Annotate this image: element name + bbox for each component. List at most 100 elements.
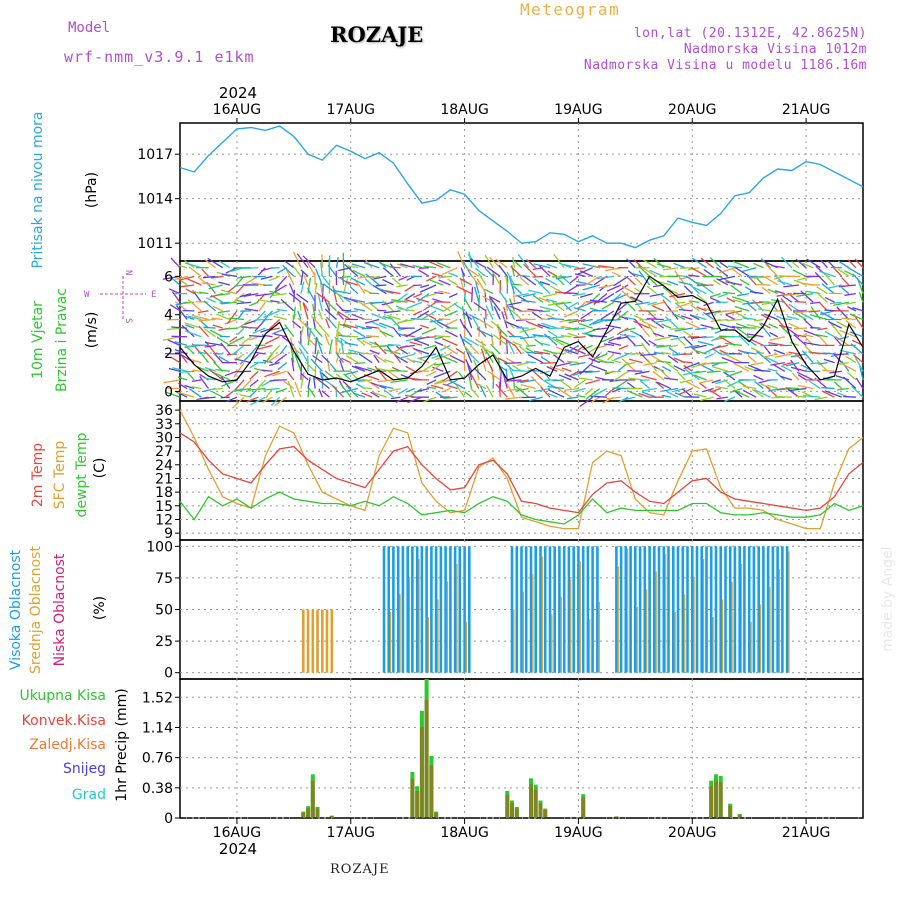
wind-arrow — [664, 316, 679, 329]
wind-arrow — [504, 361, 522, 365]
wind-arrow — [560, 325, 572, 329]
wind-arrow — [167, 327, 181, 331]
wind-arrow — [716, 278, 729, 286]
wind-arrow — [606, 396, 622, 400]
legend-conv-rain: Konvek.Kisa — [22, 713, 106, 729]
wind-arrow — [628, 377, 643, 381]
wind-arrow — [389, 263, 402, 277]
wind-arrow — [399, 353, 415, 359]
wind-arrow — [302, 302, 309, 312]
wind-arrow — [216, 313, 231, 321]
wind-arrow — [463, 297, 473, 312]
wind-arrow — [569, 362, 586, 366]
wind-arrow — [448, 272, 458, 277]
wind-arrow — [828, 321, 842, 329]
precip-conv-bar — [424, 699, 429, 818]
top-date-label: 18AUG — [440, 102, 489, 118]
wind-arrow — [302, 303, 309, 320]
wind-arrow — [404, 298, 415, 303]
wind-arrow — [498, 264, 508, 277]
wind-arrow — [596, 318, 615, 321]
altitude-label: Nadmorska Visina 1012m — [683, 42, 867, 57]
made-by-watermark: made by Angel — [880, 546, 896, 652]
wind-arrow — [252, 327, 266, 334]
precip-unit: 1hr Precip (mm) — [114, 688, 130, 801]
y-tick-label: 9 — [164, 526, 173, 542]
model-label: Model — [68, 20, 111, 36]
wind-arrow — [606, 284, 622, 292]
wind-arrow — [763, 275, 778, 286]
precip-conv-bar — [434, 812, 439, 818]
wind-arrow — [793, 334, 807, 346]
wind-arrow — [174, 341, 188, 347]
wind-arrow — [818, 362, 828, 365]
bottom-date-label: 20AUG — [668, 825, 717, 841]
cloud-bar — [406, 546, 409, 673]
wind-arrow — [731, 325, 743, 329]
wind-arrow — [703, 268, 714, 277]
wind-arrow — [851, 385, 864, 398]
wind-arrow — [283, 380, 295, 390]
wind-arrow — [445, 330, 458, 338]
wind-arrow — [696, 284, 714, 287]
wind-arrow — [661, 394, 672, 398]
cloud-bar — [766, 546, 770, 673]
wind-arrow — [486, 266, 501, 277]
wind-arrow — [607, 350, 622, 355]
wind-arrow — [661, 366, 672, 372]
wind-arrow — [448, 379, 465, 390]
cloud-bar — [543, 546, 547, 673]
wind-arrow — [794, 300, 807, 303]
wind-arrow — [292, 251, 302, 268]
wind-arrow — [268, 275, 280, 282]
wind-arrow — [213, 372, 231, 381]
cloud-mid-bar — [646, 589, 648, 673]
wind-arrow — [719, 261, 729, 269]
wind-arrow — [426, 386, 437, 390]
wind-arrow — [313, 327, 323, 338]
cloud-bar — [430, 546, 433, 673]
wind-arrow — [731, 296, 750, 303]
wind-arrow — [577, 370, 593, 373]
cloud-bar — [705, 546, 708, 673]
top-year: 2024 — [219, 84, 257, 102]
wind-arrow — [357, 336, 373, 340]
wind-arrow — [680, 315, 693, 321]
wind-arrow — [847, 266, 864, 277]
wind-speed-series-line — [179, 275, 864, 383]
wind-arrow — [177, 382, 188, 390]
wind-arrow — [249, 379, 259, 387]
cloud-bar — [534, 546, 537, 673]
wind-arrow — [495, 383, 508, 398]
wind-arrow — [578, 377, 593, 381]
wind-arrow — [547, 392, 558, 398]
wind-arrow — [803, 341, 821, 347]
wind-arrow — [646, 285, 658, 295]
wind-arrow — [175, 275, 188, 281]
cloud-mid-bar — [551, 614, 553, 673]
wind-arrow — [564, 348, 579, 355]
wind-arrow — [778, 324, 792, 329]
wind-arrow — [568, 318, 586, 324]
cloud-mid-bar — [437, 599, 439, 673]
temp2m-label: 2m Temp — [30, 443, 46, 507]
wind-arrow — [641, 387, 657, 392]
wind-arrow — [667, 306, 679, 320]
wind-arrow — [712, 344, 728, 350]
wind-arrow — [525, 320, 544, 329]
cloud-bar — [553, 546, 556, 673]
footer-station: ROZAJE — [330, 862, 390, 877]
wind-arrow — [203, 275, 216, 279]
wind-arrow — [318, 388, 323, 398]
wind-arrow — [290, 345, 295, 363]
axes-group: 1011101410170246912151821242730333602550… — [137, 118, 807, 827]
cloud-bar — [743, 546, 746, 673]
y-tick-label: 33 — [155, 417, 173, 433]
wind-arrow — [719, 349, 729, 355]
precip-conv-bar — [581, 797, 586, 818]
wind-arrow — [421, 310, 437, 321]
wind-arrow — [410, 370, 423, 375]
wind-arrow — [656, 360, 671, 364]
cloud-bar — [325, 609, 329, 673]
wind-arrow — [354, 365, 373, 372]
